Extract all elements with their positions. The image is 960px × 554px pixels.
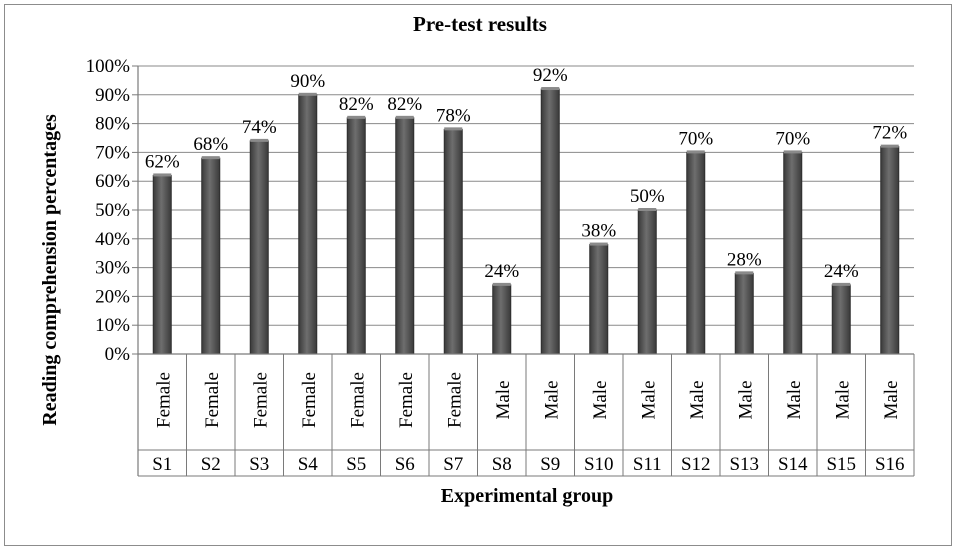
bar [589, 244, 609, 355]
bar-cap [444, 127, 463, 131]
bar [783, 151, 803, 355]
x-tick-label: S10 [584, 454, 614, 475]
bar-cap [832, 282, 851, 286]
bar [686, 151, 706, 355]
x-tick-label: S2 [201, 454, 221, 475]
bar [637, 209, 657, 355]
bar-cap [589, 242, 608, 246]
x-tick-label: S5 [346, 454, 366, 475]
bar [152, 174, 172, 355]
x-tick-label: S11 [633, 454, 662, 475]
bar [298, 94, 318, 355]
group-label: Male [784, 380, 805, 419]
data-label: 70% [775, 128, 810, 149]
bar [734, 272, 754, 355]
group-label: Male [493, 380, 514, 419]
x-tick-label: S9 [540, 454, 560, 475]
data-label: 62% [145, 151, 180, 172]
bar [346, 117, 366, 355]
group-label: Female [396, 372, 417, 428]
y-tick-label: 70% [95, 142, 130, 163]
y-tick-label: 40% [95, 229, 130, 250]
group-label: Female [299, 372, 320, 428]
group-label: Male [687, 380, 708, 419]
group-label: Male [735, 380, 756, 419]
data-label: 28% [727, 249, 762, 270]
bar [249, 140, 269, 355]
bar-cap [686, 150, 705, 154]
group-label: Male [638, 380, 659, 419]
data-label: 82% [387, 94, 422, 115]
bar [540, 88, 560, 355]
y-tick-label: 20% [95, 286, 130, 307]
bar-cap [201, 156, 220, 160]
x-tick-label: S3 [249, 454, 269, 475]
data-label: 78% [436, 105, 471, 126]
group-label: Male [541, 380, 562, 419]
data-label: 70% [678, 128, 713, 149]
data-label: 92% [533, 65, 568, 86]
bar-cap [250, 138, 269, 142]
bar-cap [347, 115, 366, 119]
y-axis-title: Reading comprehension percentages [39, 114, 61, 426]
group-label: Female [202, 372, 223, 428]
data-label: 68% [193, 134, 228, 155]
bar-cap [735, 271, 754, 275]
y-tick-label: 10% [95, 315, 130, 336]
x-tick-label: S8 [492, 454, 512, 475]
bar-cap [395, 115, 414, 119]
data-label: 90% [290, 71, 325, 92]
y-tick-label: 90% [95, 85, 130, 106]
data-label: 74% [242, 117, 277, 138]
x-tick-label: S15 [826, 454, 856, 475]
y-tick-label: 30% [95, 258, 130, 279]
y-tick-label: 60% [95, 171, 130, 192]
y-tick-label: 100% [86, 56, 131, 77]
bar [443, 128, 463, 355]
data-label: 82% [339, 94, 374, 115]
data-label: 24% [484, 261, 519, 282]
x-axis-title: Experimental group [441, 485, 613, 507]
bar-cap [638, 208, 657, 211]
group-label: Male [832, 380, 853, 419]
bar [395, 117, 415, 355]
data-label: 50% [630, 186, 665, 207]
group-label: Female [250, 372, 271, 428]
bar [201, 157, 221, 355]
group-label: Male [590, 380, 611, 419]
group-label: Female [347, 372, 368, 428]
x-tick-label: S1 [152, 454, 172, 475]
chart-title: Pre-test results [413, 12, 547, 36]
bar [880, 146, 900, 355]
group-label: Male [881, 380, 902, 419]
bar-cap [298, 92, 317, 96]
y-tick-label: 80% [95, 114, 130, 135]
x-tick-label: S12 [681, 454, 711, 475]
data-label: 24% [824, 261, 859, 282]
bar-cap [541, 87, 560, 91]
bar [492, 284, 512, 355]
x-tick-label: S16 [875, 454, 905, 475]
x-tick-label: S13 [729, 454, 759, 475]
bar-cap [880, 144, 899, 148]
x-tick-label: S4 [298, 454, 319, 475]
x-tick-label: S7 [443, 454, 463, 475]
x-tick-label: S14 [778, 454, 808, 475]
data-label: 38% [581, 221, 616, 242]
group-label: Female [153, 372, 174, 428]
group-label: Female [444, 372, 465, 428]
bar [831, 284, 851, 355]
x-tick-label: S6 [395, 454, 415, 475]
bar-cap [783, 150, 802, 154]
bar-cap [492, 282, 511, 286]
bar-cap [153, 173, 172, 177]
y-tick-label: 0% [105, 344, 131, 365]
y-tick-label: 50% [95, 200, 130, 221]
data-label: 72% [872, 123, 907, 144]
